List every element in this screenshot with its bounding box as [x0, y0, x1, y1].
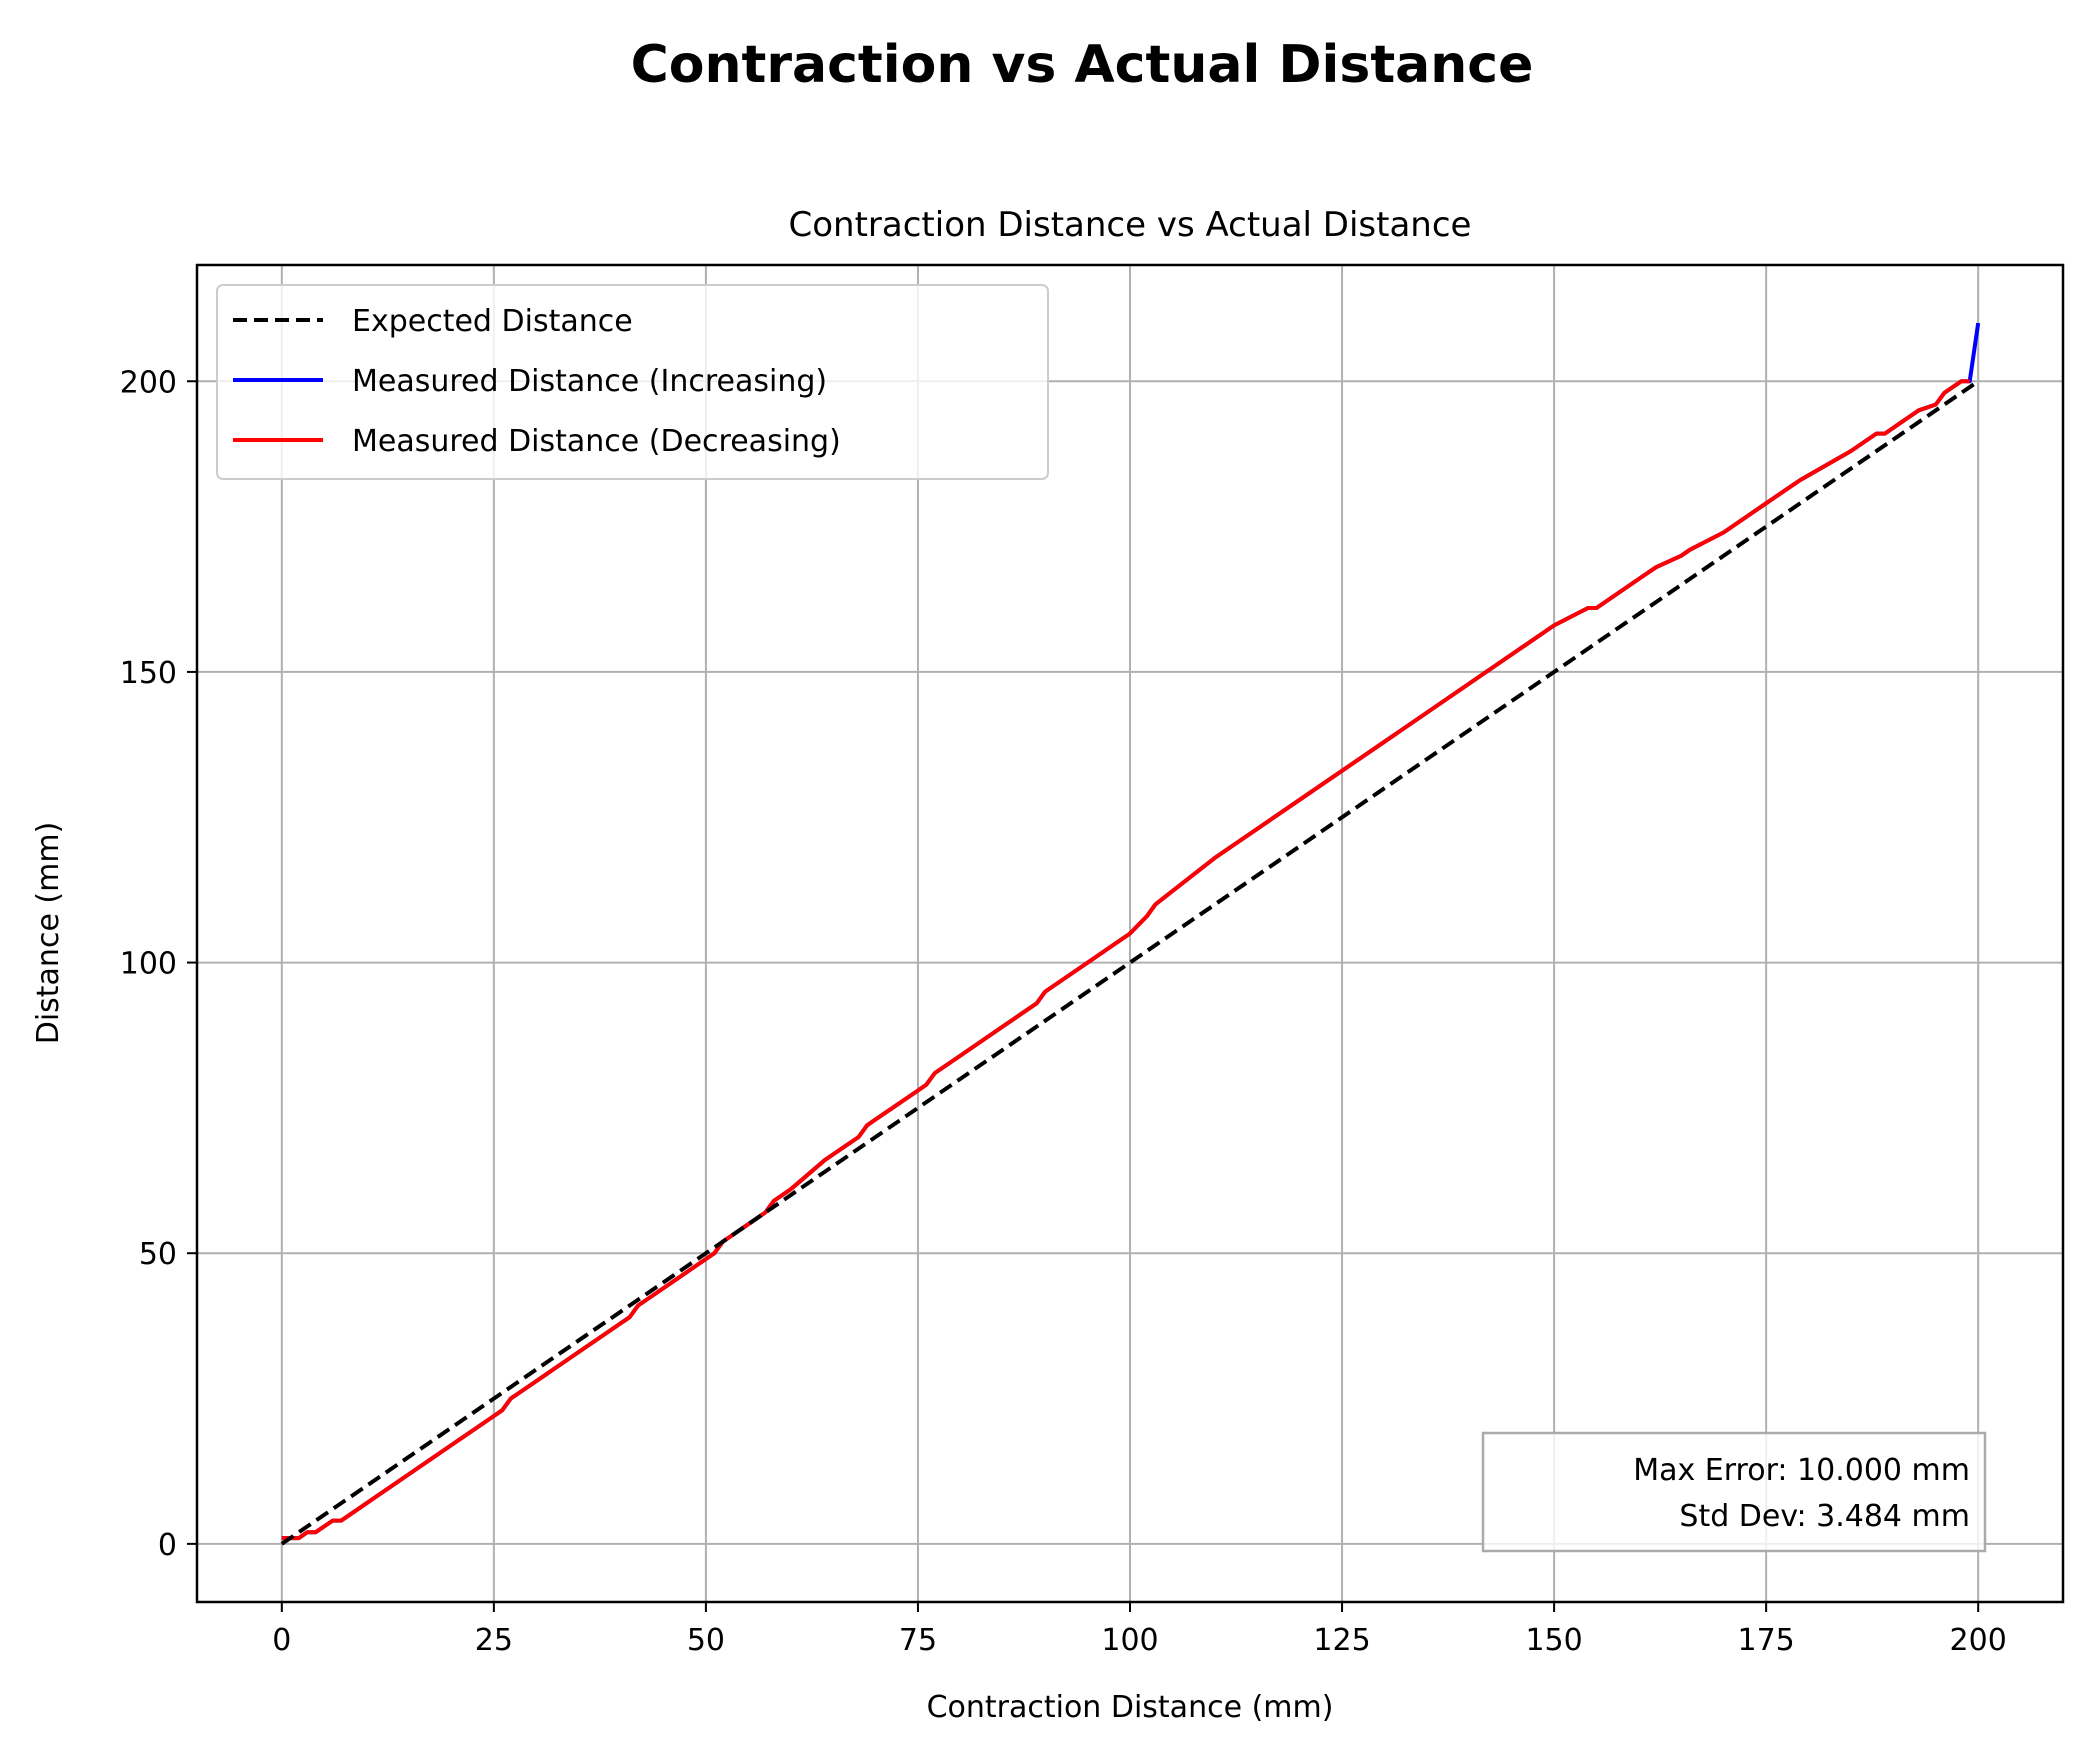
series-line-expected [280, 379, 1980, 1546]
y-tick-label: 200 [120, 365, 177, 400]
legend-label-decreasing: Measured Distance (Decreasing) [352, 424, 841, 459]
y-tick-label: 0 [158, 1528, 177, 1563]
legend-label-expected: Expected Distance [352, 304, 633, 339]
x-axis-label: Contraction Distance (mm) [927, 1690, 1334, 1725]
series-layer [280, 322, 1981, 1546]
figure-title: Contraction vs Actual Distance [631, 35, 1534, 95]
x-tick-label: 25 [475, 1623, 513, 1658]
x-tick-label: 175 [1738, 1623, 1795, 1658]
stats-box [1481, 1431, 1987, 1553]
legend-box [216, 284, 1049, 480]
x-tick-label: 100 [1101, 1623, 1158, 1658]
x-tick-label: 75 [899, 1623, 937, 1658]
legend-label-increasing: Measured Distance (Increasing) [352, 364, 827, 399]
y-tick-label: 100 [120, 947, 177, 982]
y-tick-label: 150 [120, 656, 177, 691]
stats-std-dev: Std Dev: 3.484 mm [1679, 1499, 1970, 1534]
axes-title: Contraction Distance vs Actual Distance [789, 205, 1472, 245]
x-axis-ticks: 0 25 50 75 100 125 150 175 200 [272, 1602, 2007, 1658]
y-axis-ticks: 0 50 100 150 200 [120, 365, 197, 1563]
series-line-decreasing [281, 379, 1970, 1541]
stats-annotation: Max Error: 10.000 mm Std Dev: 3.484 mm [1481, 1431, 1987, 1553]
stats-max-error: Max Error: 10.000 mm [1633, 1453, 1970, 1488]
legend: Expected Distance Measured Distance (Inc… [216, 284, 1049, 480]
x-tick-label: 150 [1525, 1623, 1582, 1658]
x-tick-label: 50 [687, 1623, 725, 1658]
x-tick-label: 125 [1313, 1623, 1370, 1658]
x-tick-label: 0 [272, 1623, 291, 1658]
x-tick-label: 200 [1950, 1623, 2007, 1658]
y-axis-label: Distance (mm) [31, 822, 66, 1045]
y-tick-label: 50 [139, 1237, 177, 1272]
